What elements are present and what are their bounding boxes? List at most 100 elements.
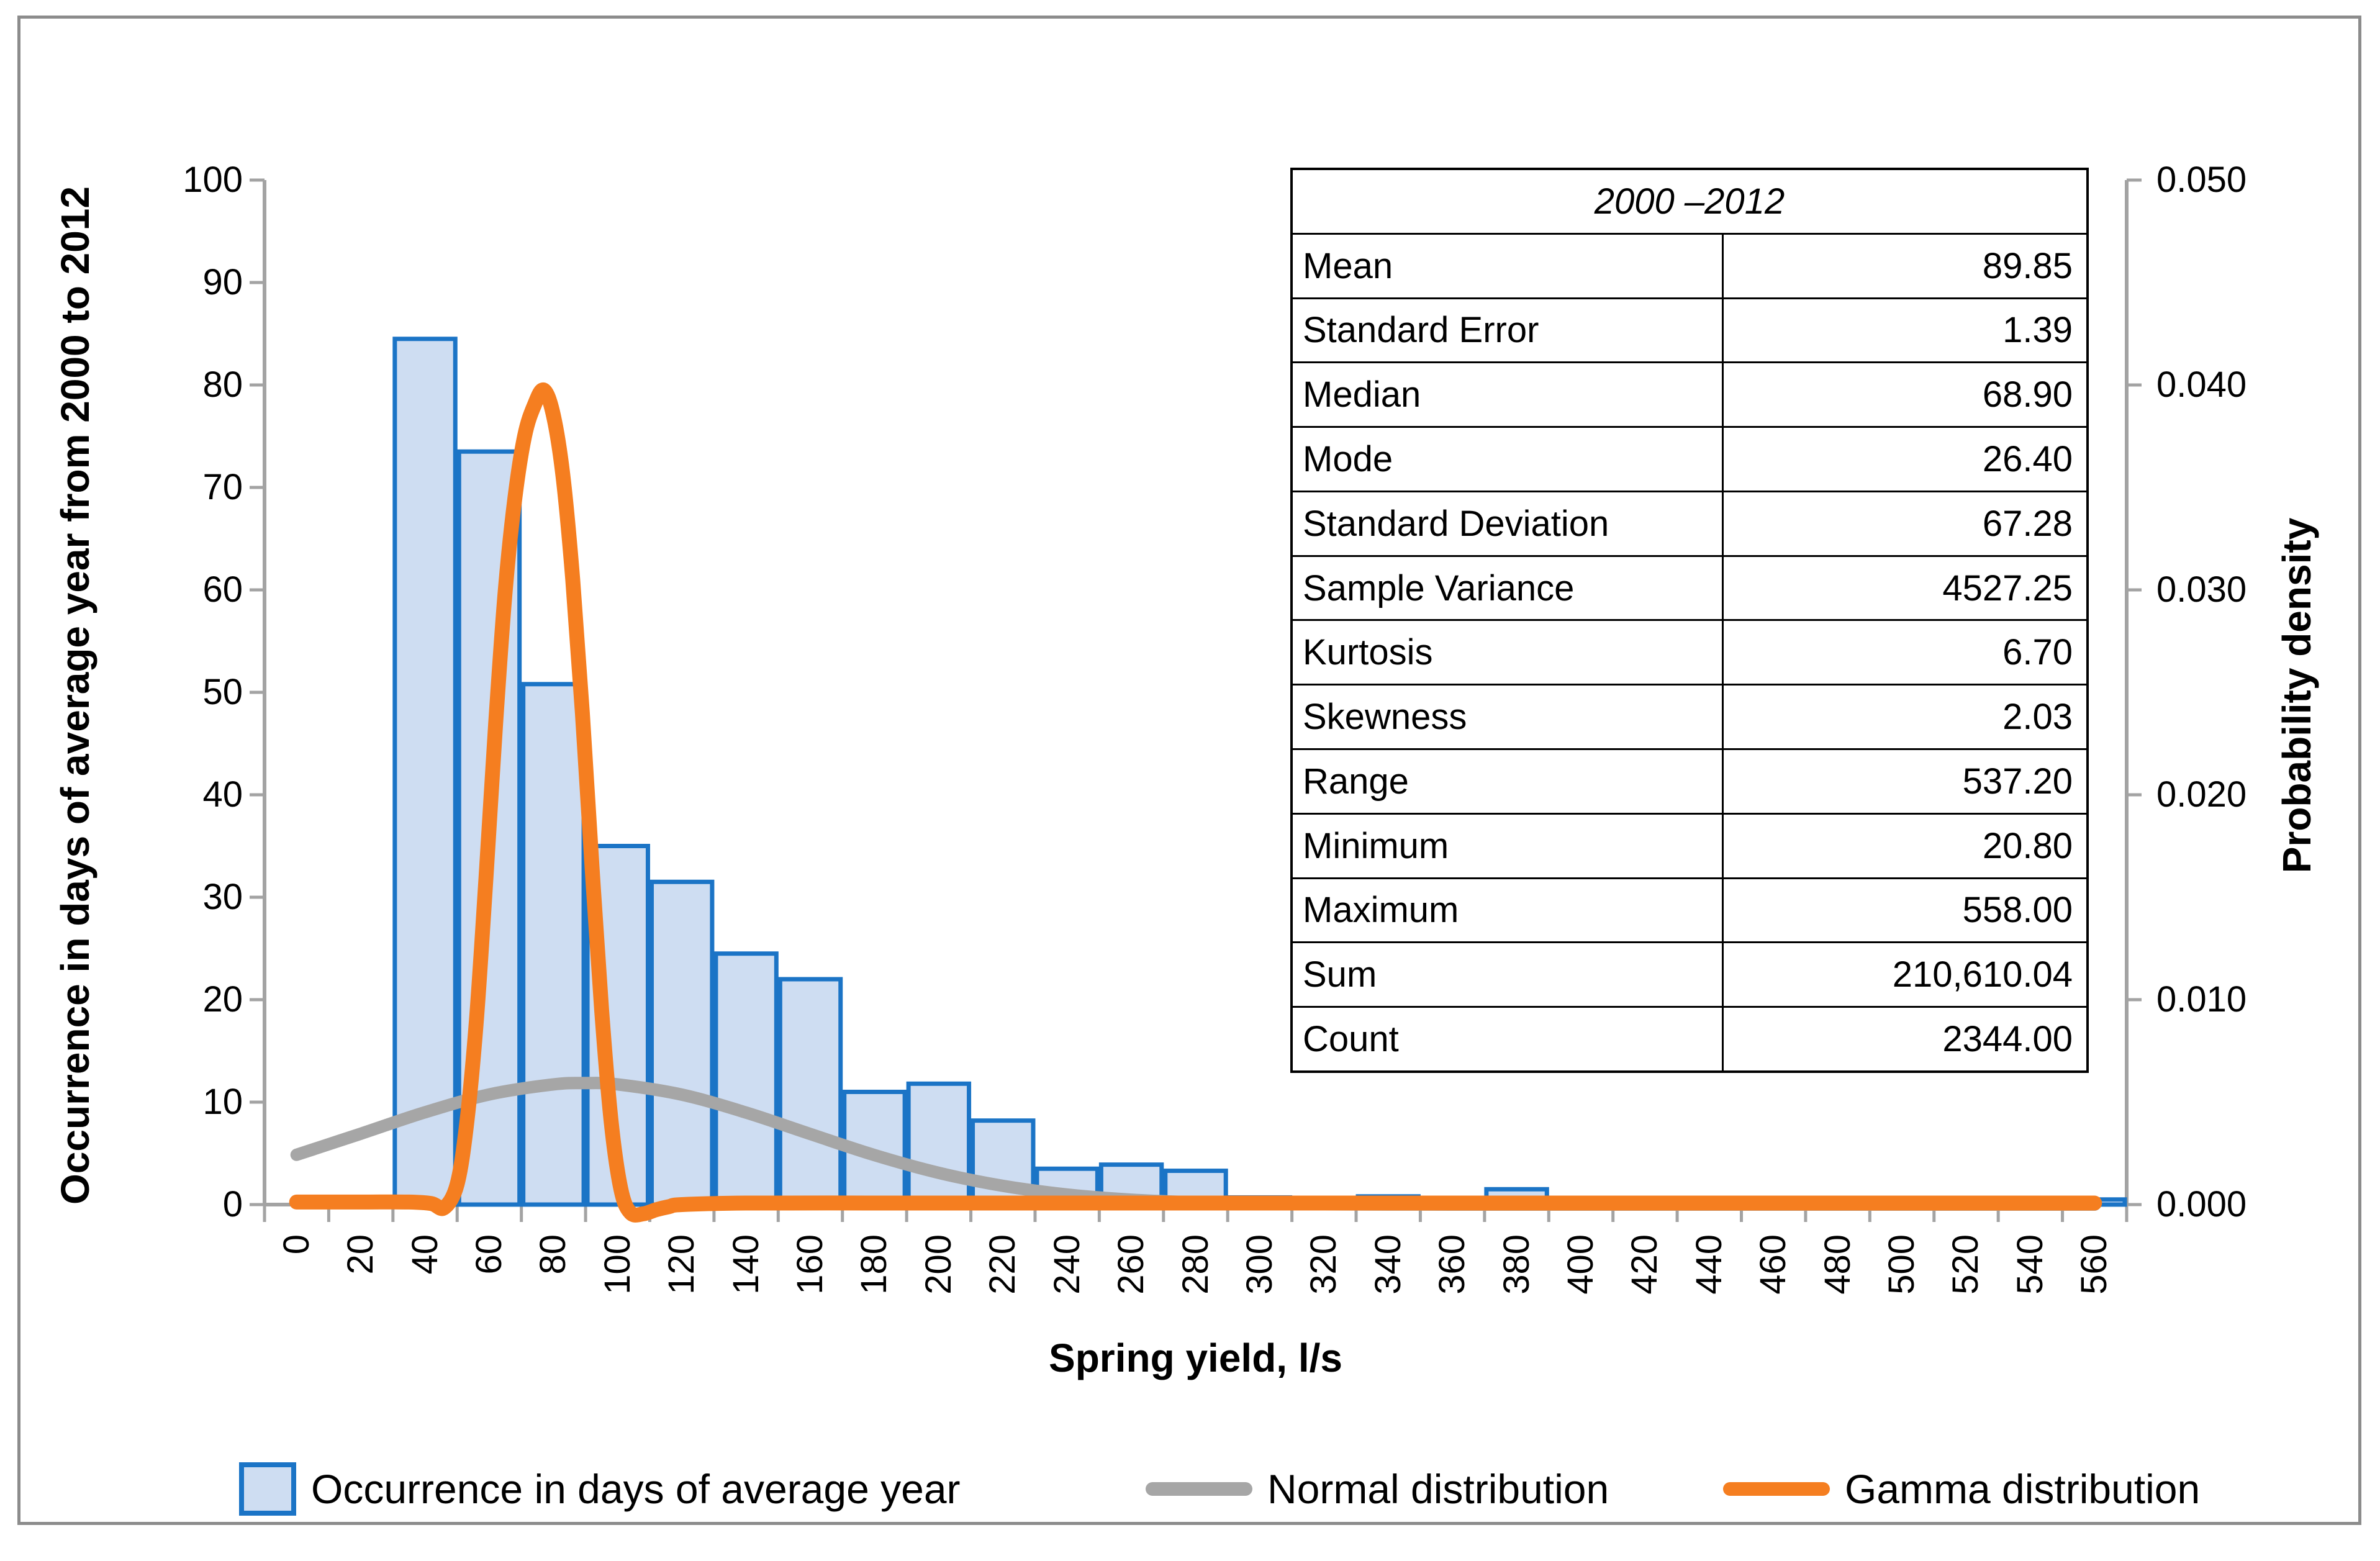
x-axis-tick-label: 100: [600, 1234, 636, 1295]
right-axis-tick-label: 0.020: [2156, 776, 2247, 814]
x-axis-tick-label: 180: [856, 1234, 892, 1295]
histogram-bar: [523, 684, 584, 1205]
right-axis-tick-label: 0.040: [2156, 366, 2247, 404]
left-axis-tick-label: 10: [106, 1083, 243, 1121]
stats-table-title: 2000 –2012: [1293, 170, 2086, 233]
x-axis-tick-label: 240: [1049, 1234, 1085, 1295]
legend-item-normal: Normal distribution: [1146, 1452, 1609, 1526]
x-axis-tick-label: 360: [1434, 1234, 1470, 1295]
legend-item-label: Normal distribution: [1267, 1465, 1609, 1513]
x-axis-tick-label: 340: [1370, 1234, 1406, 1295]
left-axis-tick-label: 80: [106, 366, 243, 404]
legend-item-occurrence: Occurrence in days of average year: [239, 1452, 961, 1526]
stat-value: 68.90: [1724, 374, 2086, 415]
stat-value: 558.00: [1724, 889, 2086, 931]
left-axis-tick-label: 60: [106, 571, 243, 609]
x-axis-tick-label: 200: [921, 1234, 957, 1295]
stat-value: 2.03: [1724, 696, 2086, 738]
left-axis-title: Occurrence in days of average year from …: [53, 186, 97, 1205]
stat-name: Mean: [1293, 235, 1724, 297]
x-axis-tick-label: 320: [1306, 1234, 1342, 1295]
right-axis-tick-label: 0.010: [2156, 980, 2247, 1019]
x-axis-tick-label: 0: [279, 1234, 315, 1254]
x-axis-tick-label: 260: [1113, 1234, 1149, 1295]
stat-name: Count: [1293, 1008, 1724, 1070]
stat-name: Sum: [1293, 943, 1724, 1006]
stat-value: 67.28: [1724, 503, 2086, 545]
x-axis-tick-label: 440: [1691, 1234, 1727, 1295]
histogram-bar: [908, 1084, 969, 1205]
normal-line-swatch-icon: [1146, 1482, 1252, 1496]
x-axis-tick-label: 500: [1884, 1234, 1920, 1295]
histogram-bar: [395, 339, 455, 1205]
histogram-bar: [780, 979, 840, 1205]
stat-value: 4527.25: [1724, 568, 2086, 609]
stat-value: 89.85: [1724, 245, 2086, 287]
x-axis-tick-label: 280: [1178, 1234, 1214, 1295]
stat-name: Maximum: [1293, 879, 1724, 942]
left-axis-tick-label: 90: [106, 263, 243, 302]
legend-item-gamma: Gamma distribution: [1723, 1452, 2200, 1526]
stat-name: Sample Variance: [1293, 557, 1724, 620]
x-axis-tick-label: 140: [728, 1234, 764, 1295]
stat-value: 20.80: [1724, 825, 2086, 867]
stat-name: Range: [1293, 750, 1724, 813]
chart-legend: Occurrence in days of average year Norma…: [20, 1452, 2380, 1526]
right-axis-tick-label: 0.050: [2156, 161, 2247, 199]
histogram-bar: [716, 954, 776, 1205]
x-axis-tick-label: 480: [1820, 1234, 1856, 1295]
right-axis-tick-label: 0.030: [2156, 571, 2247, 609]
gamma-line-swatch-icon: [1723, 1482, 1830, 1496]
stat-value: 6.70: [1724, 631, 2086, 673]
x-axis-tick-label: 420: [1627, 1234, 1663, 1295]
x-axis-tick-label: 220: [985, 1234, 1021, 1295]
x-axis-tick-label: 20: [343, 1234, 379, 1275]
left-axis-tick-label: 20: [106, 980, 243, 1019]
right-axis-title: Probability density: [2274, 518, 2319, 874]
x-axis-tick-label: 520: [1948, 1234, 1984, 1295]
x-axis-tick-label: 40: [407, 1234, 443, 1275]
stat-name: Standard Error: [1293, 299, 1724, 362]
x-axis-tick-label: 540: [2012, 1234, 2048, 1295]
stat-name: Minimum: [1293, 815, 1724, 877]
stat-value: 537.20: [1724, 761, 2086, 802]
x-axis-tick-label: 80: [535, 1234, 571, 1275]
stat-name: Mode: [1293, 428, 1724, 491]
left-axis-tick-label: 0: [106, 1185, 243, 1224]
x-axis-tick-label: 460: [1755, 1234, 1791, 1295]
x-axis-tick-label: 160: [792, 1234, 828, 1295]
stat-name: Kurtosis: [1293, 621, 1724, 684]
stat-value: 2344.00: [1724, 1018, 2086, 1060]
x-axis-tick-label: 60: [471, 1234, 507, 1275]
legend-item-label: Gamma distribution: [1845, 1465, 2200, 1513]
x-axis-tick-label: 400: [1563, 1234, 1599, 1295]
stat-name: Skewness: [1293, 685, 1724, 748]
stat-value: 26.40: [1724, 438, 2086, 480]
bar-series-swatch-icon: [239, 1462, 296, 1516]
x-axis-tick-label: 300: [1242, 1234, 1278, 1295]
right-axis-tick-label: 0.000: [2156, 1185, 2247, 1224]
legend-item-label: Occurrence in days of average year: [311, 1465, 961, 1513]
left-axis-tick-label: 100: [106, 161, 243, 199]
left-axis-tick-label: 50: [106, 673, 243, 712]
left-axis-tick-label: 40: [106, 776, 243, 814]
left-axis-tick-label: 70: [106, 468, 243, 507]
x-axis-tick-label: 560: [2076, 1234, 2112, 1295]
stat-name: Standard Deviation: [1293, 492, 1724, 555]
histogram-bar: [651, 882, 712, 1205]
stat-value: 1.39: [1724, 309, 2086, 351]
